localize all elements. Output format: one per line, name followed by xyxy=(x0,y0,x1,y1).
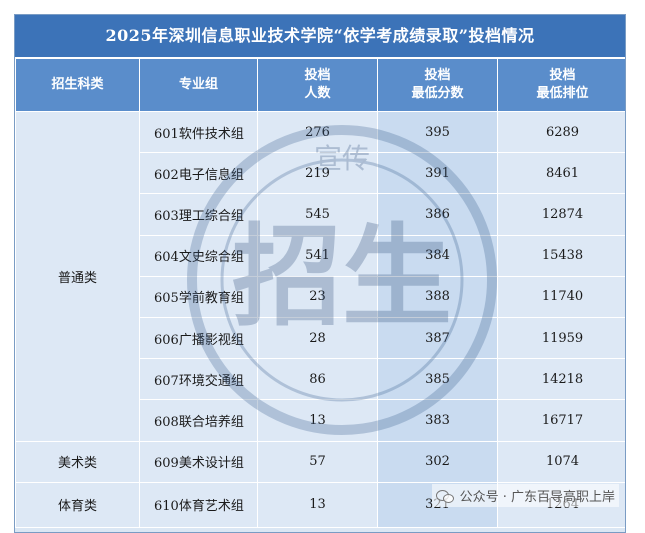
table-row: 608联合培养组 13 383 16717 xyxy=(16,399,625,442)
header-min-score-line1: 投档 xyxy=(424,68,451,83)
category-cell-sports: 体育类 xyxy=(15,481,140,528)
table-title: 2025年深圳信息职业技术学院“依学考成绩录取”投档情况 xyxy=(15,15,625,58)
table-row: 603理工综合组 545 386 12874 xyxy=(16,193,625,236)
min-score-cell: 302 xyxy=(377,440,498,483)
group-cell: 608联合培养组 xyxy=(139,399,258,442)
group-cell: 603理工综合组 xyxy=(139,193,258,236)
wechat-icon xyxy=(435,489,454,503)
table-row: 普通类 601软件技术组 276 395 6289 xyxy=(15,110,625,442)
min-score-cell: 384 xyxy=(377,234,498,277)
min-rank-cell: 15438 xyxy=(497,234,625,277)
group-cell: 604文史综合组 xyxy=(139,234,258,277)
count-cell: 13 xyxy=(257,481,378,528)
table-row: 602电子信息组 219 391 8461 xyxy=(16,152,625,195)
header-min-rank: 投档 最低排位 xyxy=(497,58,625,112)
min-rank-cell: 11959 xyxy=(497,316,625,360)
count-cell: 28 xyxy=(257,316,378,360)
count-cell: 219 xyxy=(257,152,378,195)
group-cell: 610体育艺术组 xyxy=(139,481,258,528)
group-cell: 609美术设计组 xyxy=(139,440,258,483)
min-rank-cell: 14218 xyxy=(497,358,625,401)
header-min-score: 投档 最低分数 xyxy=(377,58,498,112)
group-cell: 601软件技术组 xyxy=(139,110,258,154)
header-min-rank-line2: 最低排位 xyxy=(536,86,589,101)
header-min-score-line2: 最低分数 xyxy=(411,86,464,101)
account-watermark: 公众号 · 广东百导高职上岸 xyxy=(431,484,619,507)
table-row: 604文史综合组 541 384 15438 xyxy=(16,234,625,277)
group-cell: 605学前教育组 xyxy=(139,275,258,318)
watermark-text: 公众号 · 广东百导高职上岸 xyxy=(459,490,615,505)
min-score-cell: 391 xyxy=(377,152,498,195)
min-score-cell: 383 xyxy=(377,399,498,442)
min-rank-cell: 12874 xyxy=(497,193,625,236)
count-cell: 541 xyxy=(257,234,378,277)
group-cell: 607环境交通组 xyxy=(139,358,258,401)
category-cell-general: 普通类 xyxy=(15,111,140,442)
table-row: 606广播影视组 28 387 11959 xyxy=(16,316,625,360)
min-score-cell: 387 xyxy=(377,316,498,360)
table-row: 605学前教育组 23 388 11740 xyxy=(16,275,625,318)
category-cell-arts: 美术类 xyxy=(15,440,140,483)
admission-table: 招生科类 专业组 投档人数 投档最低分数 投档最低排位 普通类 601软件技术组… xyxy=(15,58,625,528)
count-cell: 57 xyxy=(257,440,378,483)
group-cell: 606广播影视组 xyxy=(139,316,258,360)
min-rank-cell: 1074 xyxy=(497,440,625,483)
count-cell: 23 xyxy=(257,275,378,318)
min-score-cell: 386 xyxy=(377,193,498,236)
table-row: 607环境交通组 86 385 14218 xyxy=(16,358,625,401)
count-cell: 13 xyxy=(257,399,378,442)
group-cell: 602电子信息组 xyxy=(139,152,258,195)
min-rank-cell: 16717 xyxy=(497,399,625,442)
header-group: 专业组 xyxy=(139,58,258,112)
count-cell: 86 xyxy=(257,358,378,401)
count-cell: 276 xyxy=(257,110,378,154)
header-category: 招生科类 xyxy=(15,58,140,112)
header-min-rank-line1: 投档 xyxy=(549,68,576,83)
header-count-line1: 投档 xyxy=(304,68,331,83)
min-rank-cell: 8461 xyxy=(497,152,625,195)
header-count: 投档 人数 xyxy=(257,58,378,112)
table-row: 美术类 609美术设计组 57 302 1074 xyxy=(15,440,625,483)
header-count-line2: 人数 xyxy=(304,86,331,101)
min-rank-cell: 6289 xyxy=(497,110,625,154)
count-cell: 545 xyxy=(257,193,378,236)
admission-table-card: 2025年深圳信息职业技术学院“依学考成绩录取”投档情况 招生科类 专业组 投档… xyxy=(14,14,626,533)
min-rank-cell: 11740 xyxy=(497,275,625,318)
min-score-cell: 388 xyxy=(377,275,498,318)
table-header-row: 招生科类 专业组 投档人数 投档最低分数 投档最低排位 xyxy=(15,58,625,112)
min-score-cell: 385 xyxy=(377,358,498,401)
min-score-cell: 395 xyxy=(377,110,498,154)
